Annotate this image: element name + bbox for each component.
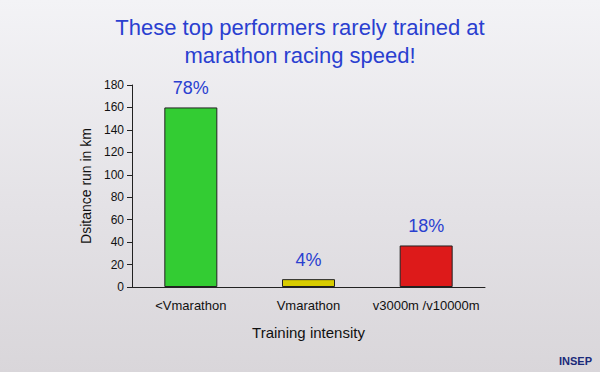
svg-text:These top performers rarely tr: These top performers rarely trained at	[115, 15, 484, 40]
svg-text:60: 60	[111, 213, 125, 227]
svg-text:0: 0	[117, 280, 124, 294]
svg-text:80: 80	[111, 190, 125, 204]
svg-text:120: 120	[104, 145, 124, 159]
svg-text:4%: 4%	[295, 250, 321, 270]
svg-text:18%: 18%	[408, 216, 444, 236]
svg-text:40: 40	[111, 235, 125, 249]
svg-text:160: 160	[104, 100, 124, 114]
svg-text:INSEP: INSEP	[559, 355, 592, 367]
svg-text:Training intensity: Training intensity	[252, 324, 365, 341]
svg-text:100: 100	[104, 168, 124, 182]
svg-text:marathon racing speed!: marathon racing speed!	[184, 43, 415, 68]
svg-text:20: 20	[111, 258, 125, 272]
svg-text:180: 180	[104, 78, 124, 92]
svg-text:<Vmarathon: <Vmarathon	[155, 298, 226, 313]
svg-text:Vmarathon: Vmarathon	[277, 298, 341, 313]
svg-text:v3000m /v10000m: v3000m /v10000m	[373, 298, 480, 313]
svg-text:140: 140	[104, 123, 124, 137]
svg-text:78%: 78%	[173, 78, 209, 98]
svg-text:Dsitance run in km: Dsitance run in km	[78, 128, 94, 244]
